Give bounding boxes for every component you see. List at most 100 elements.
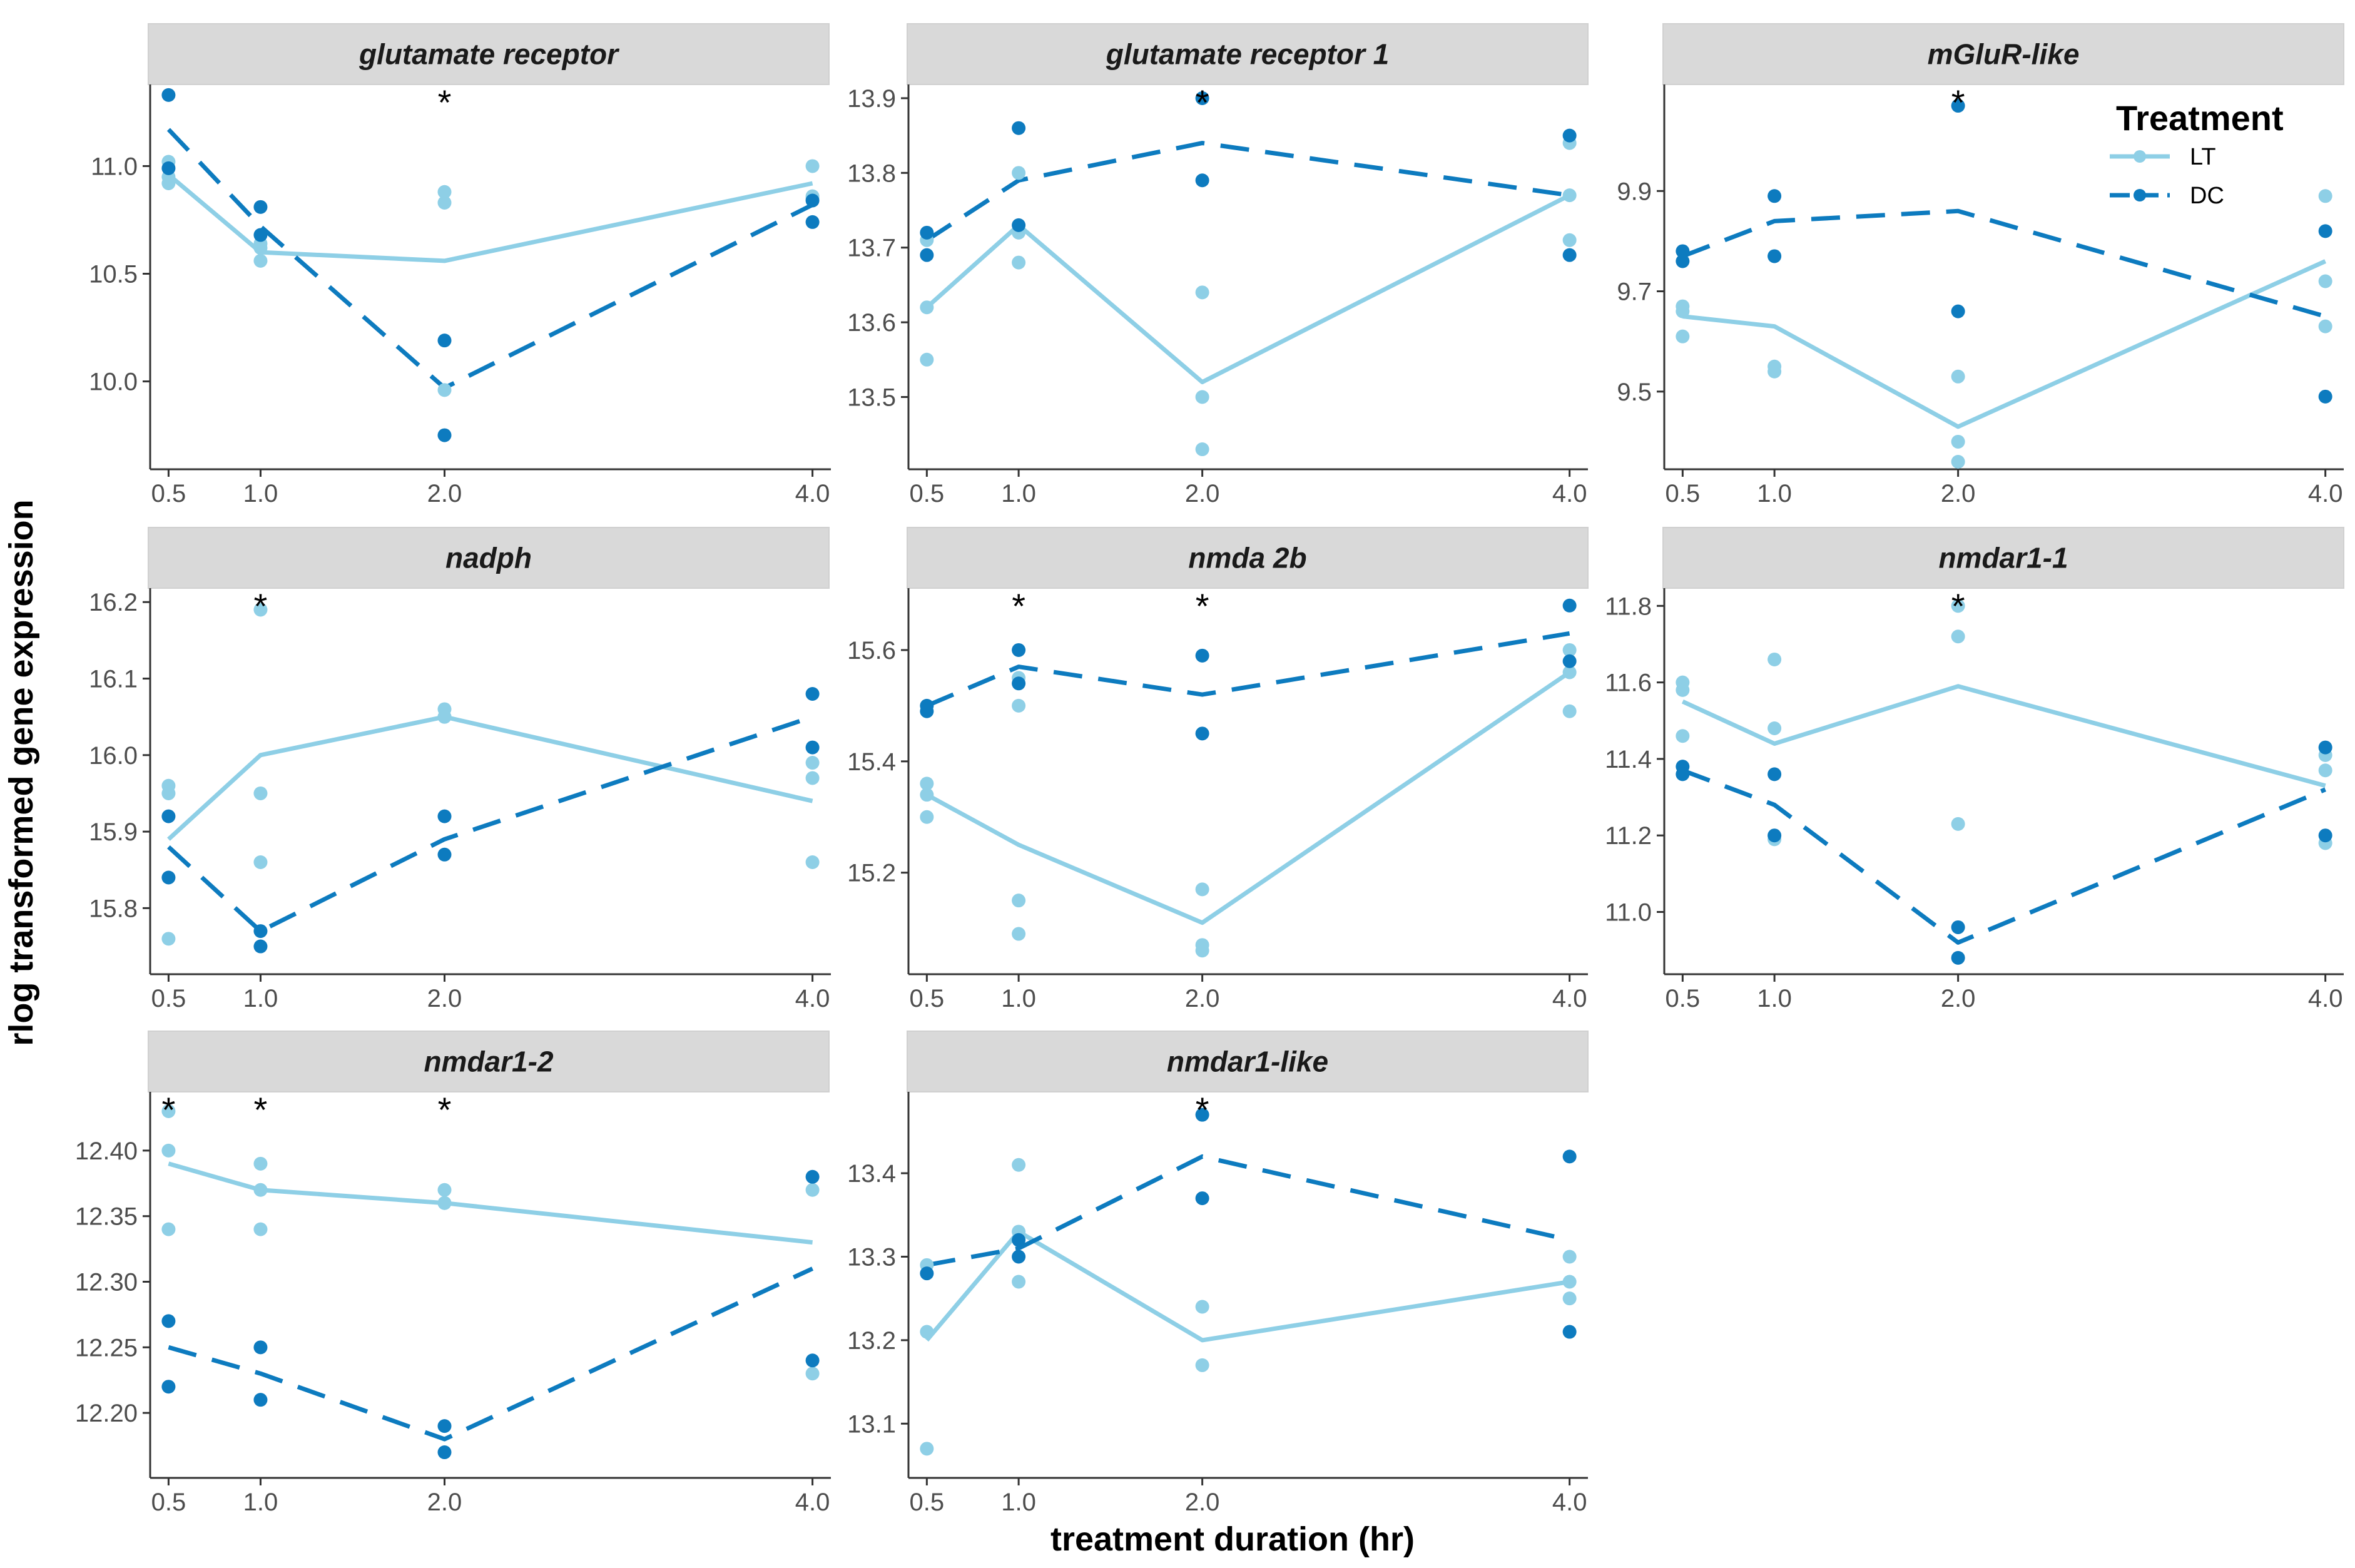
lt-data-point [253, 253, 268, 268]
y-tick-label: 11.2 [1605, 822, 1652, 850]
y-tick-label: 15.4 [847, 748, 896, 776]
significance-star: * [438, 1090, 452, 1129]
dc-data-point [1195, 648, 1209, 663]
x-tick-label: 2.0 [1941, 480, 1976, 507]
significance-star: * [1196, 83, 1209, 122]
facet-title: glutamate receptor [359, 38, 619, 71]
lt-data-point [805, 1367, 820, 1381]
dc-data-point [1676, 244, 1690, 258]
lt-data-point [2318, 763, 2332, 778]
facet-strip [1662, 23, 2344, 85]
dc-data-point [253, 200, 268, 214]
x-tick-label: 4.0 [1552, 985, 1587, 1012]
lt-data-point [161, 1104, 176, 1118]
facet-strip [907, 1031, 1589, 1092]
x-tick-label: 1.0 [243, 480, 278, 507]
facet-panel: glutamate receptor 10.0 10.5 11.0 0.5 1.0 2.0 4… [89, 23, 831, 507]
dc-data-point [1195, 91, 1209, 105]
x-tick-label: 2.0 [1185, 1489, 1220, 1516]
y-tick-label: 13.9 [847, 85, 896, 113]
x-tick-label: 4.0 [1552, 1489, 1587, 1516]
x-tick-label: 0.5 [910, 480, 945, 507]
lt-data-point [1951, 455, 1965, 469]
lt-data-point [2318, 319, 2332, 333]
lt-data-point [805, 855, 820, 870]
dc-data-point [805, 1169, 820, 1184]
dc-data-point [1768, 249, 1782, 263]
dc-data-point [437, 809, 452, 823]
lt-data-point [805, 159, 820, 173]
lt-series-line [925, 670, 1571, 925]
x-tick-label: 4.0 [795, 985, 830, 1012]
dc-data-point [805, 686, 820, 701]
x-tick-label: 2.0 [427, 480, 462, 507]
dc-data-point [1951, 99, 1965, 113]
significance-star: * [1012, 586, 1025, 626]
significance-star: * [1951, 586, 1965, 626]
x-tick-label: 1.0 [1757, 985, 1792, 1012]
lt-series-line [167, 715, 813, 841]
x-tick-label: 2.0 [1185, 985, 1220, 1012]
y-tick-label: 11.0 [1605, 899, 1652, 927]
dc-data-point [1951, 950, 1965, 965]
lt-data-point [1951, 434, 1965, 449]
lt-data-point [1195, 944, 1209, 958]
x-axis-title: treatment duration (hr) [1050, 1520, 1415, 1558]
lt-data-point [1562, 188, 1577, 203]
lt-data-point [1012, 1158, 1026, 1172]
lt-data-point [1951, 599, 1965, 613]
lt-data-point [1012, 255, 1026, 270]
lt-data-point [1562, 1250, 1577, 1264]
y-tick-label: 13.2 [847, 1327, 896, 1355]
lt-data-point [253, 786, 268, 800]
lt-data-point [161, 786, 176, 800]
y-tick-label: 13.7 [847, 235, 896, 262]
x-tick-label: 0.5 [151, 985, 186, 1012]
lt-data-point [437, 1196, 452, 1210]
lt-data-point [253, 1156, 268, 1171]
lt-data-point [161, 176, 176, 190]
lt-data-point [253, 603, 268, 617]
y-tick-label: 9.5 [1617, 379, 1652, 406]
significance-star: * [254, 1090, 268, 1129]
x-tick-label: 2.0 [427, 985, 462, 1012]
y-tick-label: 12.25 [75, 1334, 138, 1362]
y-tick-label: 11.4 [1605, 746, 1652, 773]
dc-series-line [166, 128, 814, 390]
lt-data-point [1951, 817, 1965, 831]
x-tick-label: 0.5 [151, 480, 186, 507]
dc-data-point [1012, 218, 1026, 232]
x-tick-label: 4.0 [795, 1489, 830, 1516]
facet-panel: mGluR-like 9.5 9.7 9.9 0.5 1.0 2.0 4.0 * [1617, 23, 2344, 507]
lt-data-point [1562, 704, 1577, 718]
lt-data-point [1012, 893, 1026, 908]
lt-data-point [161, 932, 176, 946]
dc-data-point [1562, 1325, 1577, 1339]
facet-panels: glutamate receptor 10.0 10.5 11.0 0.5 1.0 2.0 4… [75, 23, 2344, 1516]
y-tick-label: 12.30 [75, 1269, 138, 1296]
dc-data-point [1768, 189, 1782, 203]
y-tick-label: 15.8 [89, 895, 138, 922]
lt-data-point [1951, 629, 1965, 644]
dc-data-point [1562, 1149, 1577, 1164]
lt-series-line [1682, 259, 2327, 429]
dc-series-line [926, 631, 1570, 708]
x-tick-label: 0.5 [151, 1489, 186, 1516]
dc-data-point [437, 847, 452, 862]
x-tick-label: 1.0 [1001, 480, 1036, 507]
y-tick-label: 15.9 [89, 818, 138, 846]
lt-data-point [161, 1222, 176, 1236]
x-tick-label: 1.0 [1001, 1489, 1036, 1516]
lt-data-point [1562, 643, 1577, 657]
dc-data-point [920, 704, 934, 718]
dc-data-point [437, 1445, 452, 1460]
lt-data-point [253, 1183, 268, 1197]
facet-strip [1662, 527, 2344, 589]
x-tick-label: 4.0 [795, 480, 830, 507]
lt-data-point [805, 771, 820, 785]
dc-data-point [1195, 173, 1209, 188]
facet-title: nmdar1-like [1167, 1046, 1328, 1078]
dc-data-point [1195, 1191, 1209, 1206]
x-tick-label: 0.5 [1666, 480, 1701, 507]
